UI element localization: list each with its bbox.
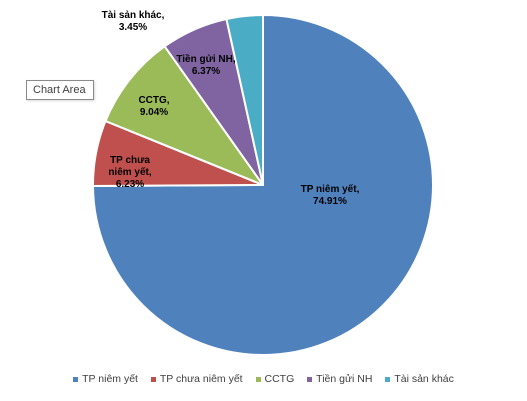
chart-area-tooltip: Chart Area: [26, 80, 94, 100]
data-label-line: Tài sản khác,: [102, 10, 165, 21]
pie-slice-tp-niem-yet[interactable]: [92, 14, 434, 356]
legend-label: Tài sản khác: [394, 373, 454, 386]
data-label-cctg: CCTG, 9.04%: [138, 95, 169, 118]
legend-item-tien-gui-nh[interactable]: Tiền gửi NH: [307, 373, 372, 385]
data-label-tai-san-khac: Tài sản khác, 3.45%: [102, 10, 165, 33]
legend-swatch: [385, 376, 391, 382]
data-label-line: CCTG,: [138, 95, 169, 106]
data-label-line: 6.23%: [116, 179, 144, 190]
legend: TP niêm yết TP chưa niêm yết CCTG Tiền g…: [0, 373, 527, 385]
data-label-tp-niem-yet: TP niêm yết, 74.91%: [301, 183, 360, 207]
pie-slice-cctg[interactable]: [104, 45, 264, 186]
legend-swatch: [255, 376, 261, 382]
legend-swatch: [73, 376, 79, 382]
legend-swatch: [150, 376, 156, 382]
data-label-line: niêm yết,: [108, 166, 152, 178]
data-label-line: 3.45%: [119, 22, 147, 33]
data-label-line: TP chưa: [110, 155, 150, 166]
legend-label: CCTG: [264, 373, 295, 386]
legend-item-tp-chua-niem-yet[interactable]: TP chưa niêm yết: [150, 373, 243, 386]
data-label-line: TP niêm yết,: [301, 183, 360, 195]
data-label-tien-gui-nh: Tiền gửi NH, 6.37%: [176, 53, 236, 77]
legend-label: TP niêm yết: [82, 373, 138, 386]
data-label-line: 9.04%: [140, 107, 168, 118]
legend-item-cctg[interactable]: CCTG: [255, 373, 295, 386]
data-label-tp-chua-niem-yet: TP chưa niêm yết, 6.23%: [108, 155, 152, 190]
legend-swatch: [307, 376, 313, 382]
legend-item-tp-niem-yet[interactable]: TP niêm yết: [73, 373, 138, 385]
data-label-line: Tiền gửi NH,: [176, 53, 236, 65]
legend-label: Tiền gửi NH: [316, 373, 373, 386]
legend-label: TP chưa niêm yết: [159, 373, 243, 386]
legend-item-tai-san-khac[interactable]: Tài sản khác: [385, 373, 454, 385]
data-label-line: 74.91%: [313, 196, 347, 207]
data-label-line: 6.37%: [192, 66, 220, 77]
pie-slice-tai-san-khac[interactable]: [225, 14, 264, 186]
